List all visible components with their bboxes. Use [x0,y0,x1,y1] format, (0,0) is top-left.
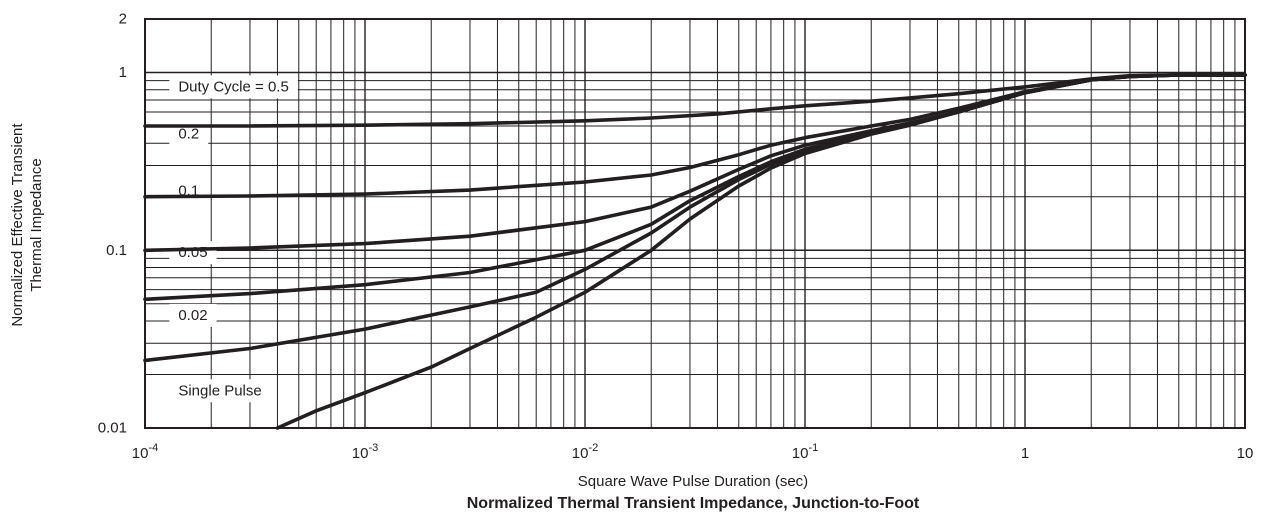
series-label-text: 0.05 [178,244,207,261]
series-label-6: Single Pulse [169,379,271,403]
tick-labels: 10-4 10-3 10-2 10-1 1 10 0.01 0.1 1 2 [98,11,1254,463]
y-axis-label-line-1: Normalized Effective Transient [9,123,26,327]
series-label-1: Duty Cycle = 0.5 [169,75,298,99]
series-label-background [169,241,217,265]
series-label-5: 0.02 [169,303,217,327]
y-tick-label: 0.1 [106,242,127,259]
series-label-background [169,303,217,327]
x-tick-label: 10 [1237,445,1254,462]
x-tick-label: 10-4 [132,442,158,462]
series-label-background [169,122,209,146]
series-label-4: 0.05 [169,241,217,265]
series-label-3: 0.1 [169,179,209,203]
y-tick-label: 2 [119,11,127,28]
series-label-text: 0.02 [178,307,207,324]
x-tick-label: 10-2 [572,442,598,462]
plot-frame [144,18,1246,429]
series-label-background [169,75,298,99]
series-label-2: 0.2 [169,122,209,146]
y-tick-label: 0.01 [98,420,127,437]
x-tick-label: 10-3 [352,442,378,462]
series-label-text: Duty Cycle = 0.5 [178,78,288,95]
series-line-6 [275,73,1247,430]
series-label-text: 0.2 [178,126,199,143]
series-lines [143,73,1247,430]
x-axis-label: Square Wave Pulse Duration (sec) [578,473,808,490]
series-label-text: Single Pulse [178,382,261,399]
y-axis-label-line-2: Thermal Impedance [28,158,45,291]
y-tick-label: 1 [119,64,127,81]
chart-title: Normalized Thermal Transient Impedance, … [467,495,920,512]
x-tick-label: 10-1 [792,442,818,462]
series-label-background [169,379,271,403]
x-tick-label: 1 [1021,445,1029,462]
